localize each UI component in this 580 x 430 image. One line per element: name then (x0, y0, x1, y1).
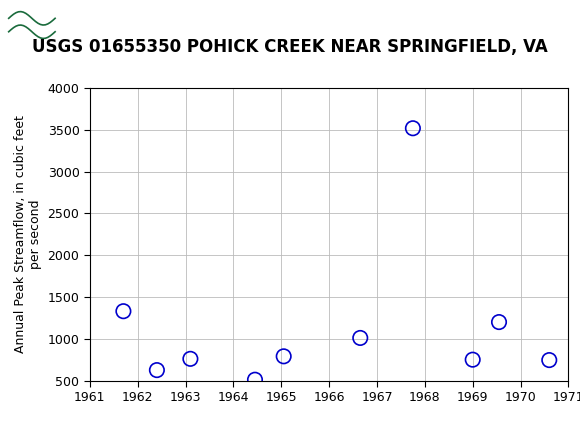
Point (494, 319, 503, 326)
Point (279, 353, 288, 360)
Y-axis label: Annual Peak Streamflow, in cubic feet
per second: Annual Peak Streamflow, in cubic feet pe… (14, 115, 42, 353)
Point (186, 355, 195, 362)
Point (251, 376, 260, 383)
Point (408, 125, 418, 132)
Point (152, 367, 161, 374)
Point (119, 308, 128, 315)
Text: USGS 01655350 POHICK CREEK NEAR SPRINGFIELD, VA: USGS 01655350 POHICK CREEK NEAR SPRINGFI… (32, 38, 548, 56)
Point (468, 356, 477, 363)
FancyBboxPatch shape (6, 3, 58, 37)
Point (545, 356, 554, 363)
Text: USGS: USGS (67, 10, 122, 28)
Point (356, 335, 365, 341)
